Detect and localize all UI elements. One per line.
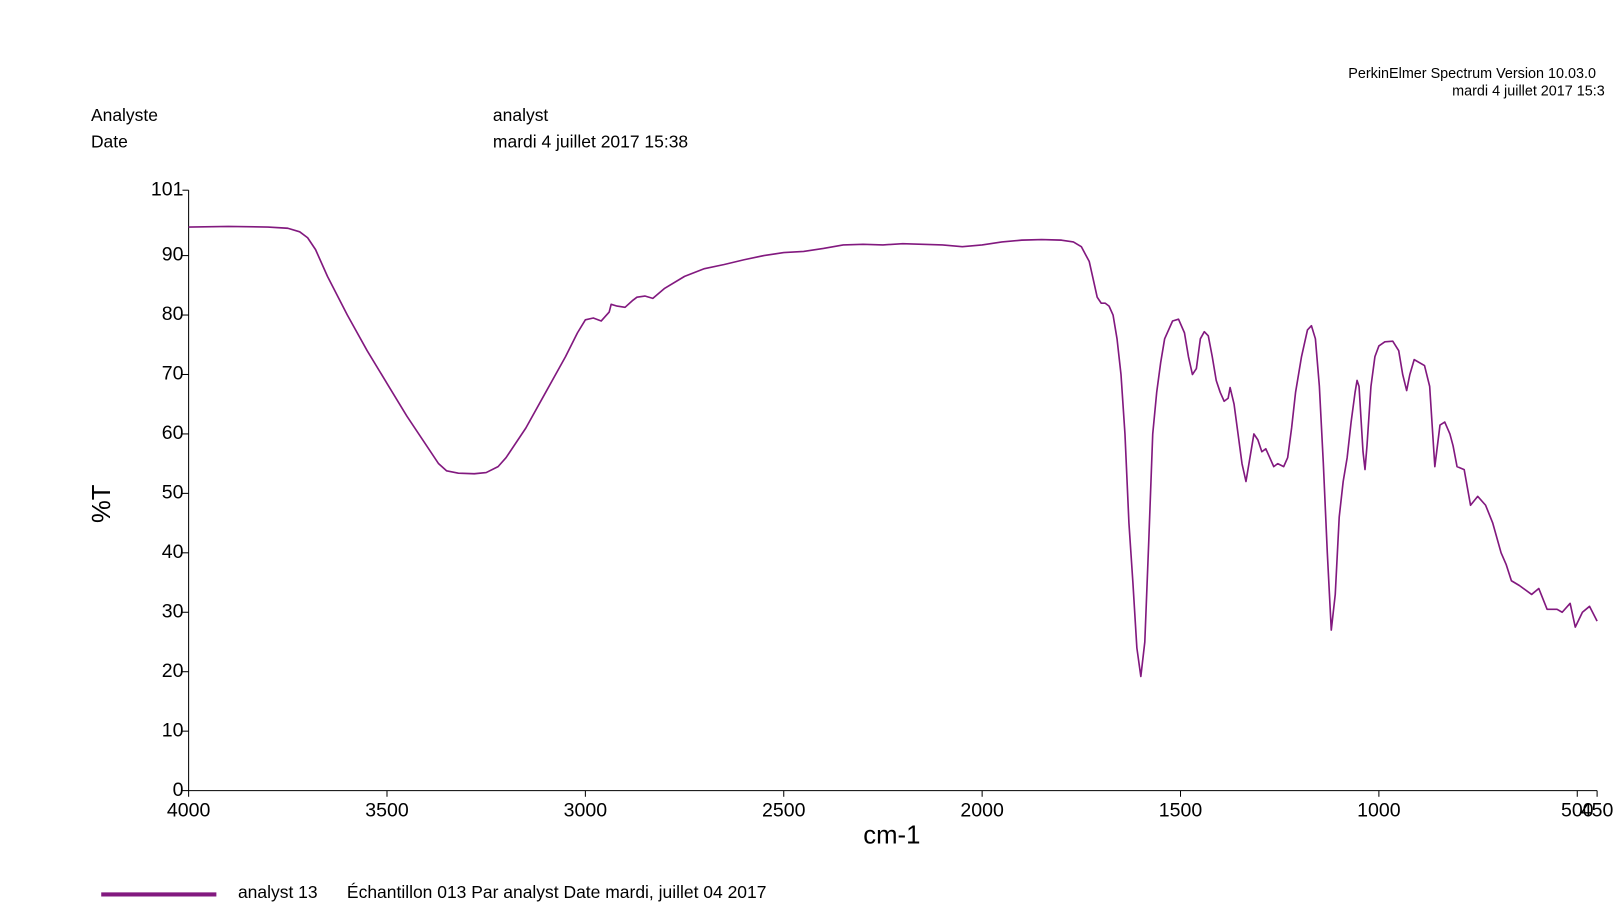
x-tick-label: 4000 [167,799,211,821]
x-axis-label: cm-1 [863,822,920,850]
x-tick-label: 3000 [564,799,608,821]
y-tick-label: 40 [162,541,184,563]
legend-description: Échantillon 013 Par analyst Date mardi, … [347,882,767,902]
y-tick-label: 20 [162,660,184,682]
y-axis-label: %T [88,484,116,523]
y-tick-label: 10 [162,719,184,741]
x-tick-label: 2000 [960,799,1004,821]
field-value: mardi 4 juillet 2017 15:38 [493,132,688,152]
x-tick-label: 450 [1581,799,1613,821]
y-tick-label: 50 [162,482,184,504]
field-label: Date [91,132,128,152]
y-tick-label: 60 [162,422,184,444]
legend-label: analyst 13 [238,882,318,902]
x-tick-label: 1500 [1159,799,1203,821]
spectrum-line [188,225,1598,678]
software-version: PerkinElmer Spectrum Version 10.03.0 [1348,66,1596,82]
field-value: analyst [493,105,548,125]
x-tick-label: 1000 [1357,799,1401,821]
y-tick-label: 101 [151,178,184,200]
print-timestamp: mardi 4 juillet 2017 15:3 [1452,83,1605,99]
x-tick-label: 3500 [365,799,409,821]
y-tick-label: 80 [162,303,184,325]
x-tick-label: 500 [1561,799,1594,821]
y-tick-label: 70 [162,363,184,385]
y-tick-label: 90 [162,244,184,266]
y-tick-label: 0 [173,779,184,801]
x-tick-label: 2500 [762,799,806,821]
y-tick-label: 30 [162,600,184,622]
field-label: Analyste [91,105,158,125]
